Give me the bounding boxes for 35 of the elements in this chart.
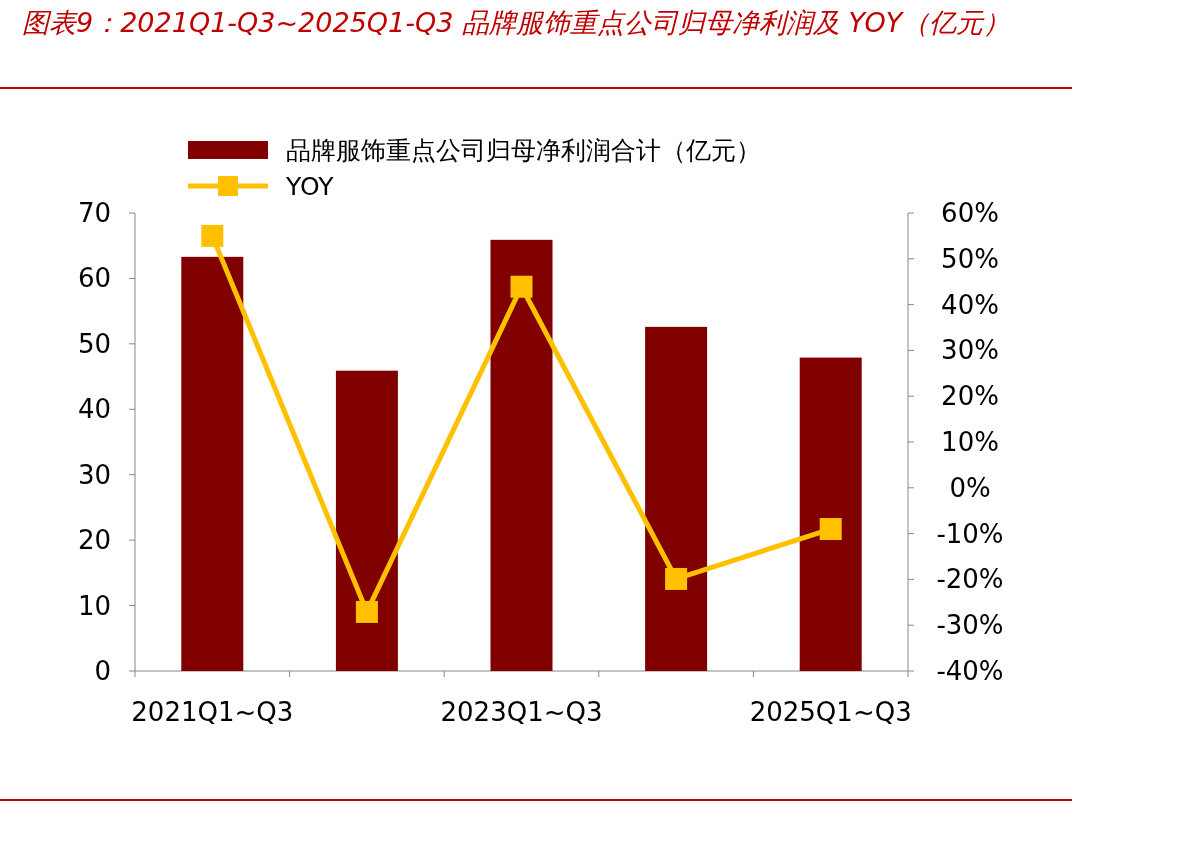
- point: [355, 600, 378, 623]
- bar: [799, 357, 862, 671]
- y2-tick-label: 20%: [941, 381, 999, 412]
- y2-tick-label: 50%: [941, 243, 999, 274]
- bar: [335, 370, 398, 671]
- y-tick-label: 70: [77, 198, 111, 228]
- y-tick-label: 40: [77, 394, 111, 425]
- y-tick-label: 0: [94, 656, 111, 686]
- y2-tick-label: 10%: [941, 427, 999, 457]
- y2-tick-label: 60%: [941, 198, 999, 228]
- y2-tick-label: 0%: [949, 472, 991, 503]
- y2-tick-label: -20%: [936, 564, 1004, 595]
- bar: [181, 256, 244, 671]
- y2-tick-label: 40%: [941, 289, 999, 320]
- y2-tick-label: -30%: [936, 610, 1004, 641]
- legend-label: 品牌服饰重点公司归母净利润合计（亿元）: [286, 136, 761, 165]
- chart-title: 图表9：2021Q1-Q3~2025Q1-Q3 品牌服饰重点公司归母净利润及 YOY（亿元）: [22, 7, 1011, 38]
- legend-label: YOY: [285, 172, 335, 201]
- y-tick-label: 30: [77, 459, 111, 490]
- point: [819, 518, 842, 541]
- point: [201, 224, 224, 247]
- y-tick-label: 10: [77, 590, 111, 621]
- x-tick-label: 2025Q1~Q3: [749, 697, 912, 727]
- bar: [645, 326, 708, 671]
- x-tick-label: 2021Q1~Q3: [131, 697, 294, 727]
- x-tick-label: 2023Q1~Q3: [440, 697, 603, 727]
- y-tick-label: 50: [77, 328, 111, 359]
- point: [665, 567, 688, 590]
- y-tick-label: 60: [77, 263, 111, 294]
- bar: [490, 239, 553, 671]
- y2-tick-label: -40%: [936, 656, 1004, 686]
- point: [510, 275, 533, 298]
- y2-tick-label: -10%: [936, 518, 1004, 549]
- y-tick-label: 20: [77, 525, 111, 556]
- y2-tick-label: 30%: [941, 335, 999, 366]
